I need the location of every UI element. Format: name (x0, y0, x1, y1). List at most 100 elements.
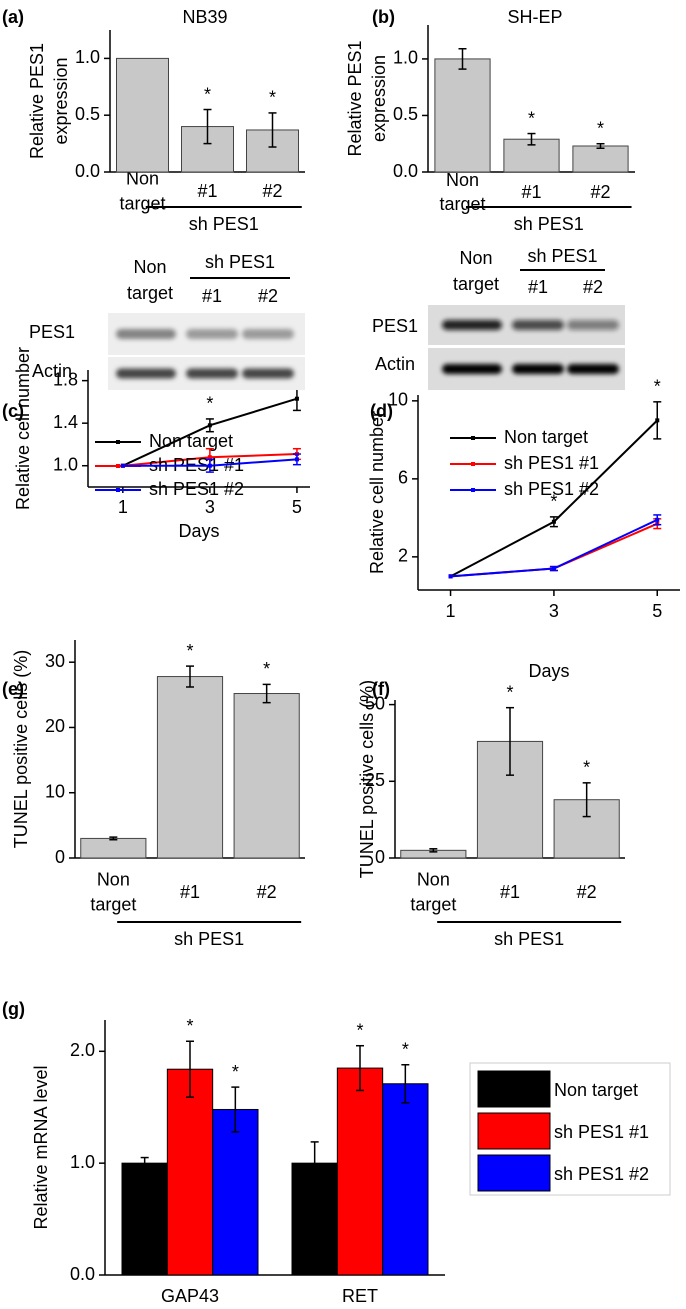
bar (572, 145, 629, 173)
x-tick-label: #1 (500, 882, 520, 902)
x-tick-label: #2 (257, 882, 277, 902)
x-tick-label: 3 (549, 601, 559, 621)
panel-label: (b) (372, 7, 395, 27)
legend-marker (471, 462, 475, 466)
y-axis-label: Relative PES1 expression (27, 43, 71, 159)
panel-label: (d) (370, 401, 393, 421)
group-label: sh PES1 (174, 929, 244, 949)
lane-label: #2 (583, 277, 603, 297)
x-tick-label: 1 (446, 601, 456, 621)
blot-band (242, 329, 294, 339)
x-tick-label: #1 (521, 182, 541, 202)
significance-mark: * (206, 394, 213, 414)
blot-band (567, 320, 619, 330)
blot-band (186, 329, 238, 339)
legend-label: sh PES1 #1 (504, 453, 599, 473)
group-label: sh PES1 (527, 246, 597, 266)
x-tick-label: 5 (292, 497, 302, 517)
legend-label: sh PES1 #2 (149, 479, 244, 499)
significance-mark: * (654, 377, 661, 397)
legend-label: sh PES1 #1 (554, 1122, 649, 1142)
x-tick-label: 1 (118, 497, 128, 517)
legend-swatch (477, 1112, 551, 1150)
group-label: sh PES1 (205, 252, 275, 272)
bar (382, 1083, 429, 1276)
legend-swatch (477, 1070, 551, 1108)
panel-label: (g) (2, 999, 25, 1019)
x-tick-label: GAP43 (161, 1286, 219, 1306)
lane-label: Non target (127, 257, 173, 303)
x-tick-label: #2 (590, 182, 610, 202)
y-tick-label: 10 (45, 781, 65, 801)
significance-mark: * (186, 641, 193, 661)
bar (156, 676, 224, 859)
y-axis-label: Relative PES1 expression (345, 40, 389, 156)
legend-marker (116, 488, 120, 492)
y-tick-label: 6 (398, 468, 408, 488)
x-tick-label: Non target (119, 168, 165, 213)
y-axis-label: TUNEL positive cells (%) (11, 650, 31, 848)
row-label: Actin (375, 354, 415, 374)
y-tick-label: 20 (45, 716, 65, 736)
x-tick-label: Non target (439, 170, 485, 214)
significance-mark: * (204, 84, 211, 104)
y-axis-label: Relative cell number (367, 411, 387, 574)
panel-label: (e) (2, 679, 24, 699)
group-label: sh PES1 (494, 929, 564, 949)
legend-marker (116, 464, 120, 468)
bar (116, 57, 169, 173)
significance-mark: * (269, 88, 276, 108)
blot-band (116, 368, 176, 379)
lane-label: #1 (202, 286, 222, 306)
bar (434, 58, 491, 173)
x-tick-label: Non target (410, 869, 456, 914)
legend-label: Non target (504, 427, 588, 447)
y-tick-label: 0 (55, 847, 65, 867)
y-tick-label: 1.0 (53, 454, 78, 474)
row-label: PES1 (372, 316, 418, 336)
y-tick-label: 1.4 (53, 412, 78, 432)
x-tick-label: #1 (197, 181, 217, 201)
y-tick-label: 1.8 (53, 369, 78, 389)
chart-title: NB39 (182, 7, 227, 27)
bar (336, 1067, 384, 1276)
x-tick-label: #2 (262, 181, 282, 201)
group-label: sh PES1 (189, 214, 259, 234)
legend-label: sh PES1 #2 (504, 479, 599, 499)
bar (166, 1068, 214, 1276)
blot-band (512, 364, 564, 374)
y-tick-label: 10 (388, 390, 408, 410)
group-label: sh PES1 (514, 214, 584, 234)
legend-label: sh PES1 #2 (554, 1164, 649, 1184)
x-tick-label: 3 (205, 497, 215, 517)
significance-mark: * (263, 659, 270, 679)
panel-label: (a) (2, 7, 24, 27)
lane-label: #2 (258, 286, 278, 306)
legend-swatch (477, 1154, 551, 1192)
y-tick-label: 0.0 (70, 1264, 95, 1284)
legend-label: Non target (149, 431, 233, 451)
row-label: Actin (32, 361, 72, 381)
blot-band (242, 368, 294, 379)
legend-marker (471, 436, 475, 440)
y-tick-label: 0.0 (75, 161, 100, 181)
blot-band (442, 320, 502, 330)
y-tick-label: 0.0 (393, 161, 418, 181)
y-axis-label: Relative mRNA level (31, 1065, 51, 1229)
y-tick-label: 0.5 (75, 104, 100, 124)
bar (121, 1162, 168, 1276)
lane-label: #1 (528, 277, 548, 297)
significance-mark: * (356, 1020, 363, 1040)
blot-band (186, 368, 238, 379)
lane-label: Non target (453, 248, 499, 294)
panel-label: (f) (372, 679, 390, 699)
y-tick-label: 25 (365, 770, 385, 790)
significance-mark: * (402, 1039, 409, 1059)
x-axis-label: Days (178, 521, 219, 541)
y-tick-label: 30 (45, 651, 65, 671)
y-tick-label: 0 (375, 847, 385, 867)
significance-mark: * (583, 758, 590, 778)
point (448, 574, 453, 579)
significance-mark: * (186, 1016, 193, 1036)
